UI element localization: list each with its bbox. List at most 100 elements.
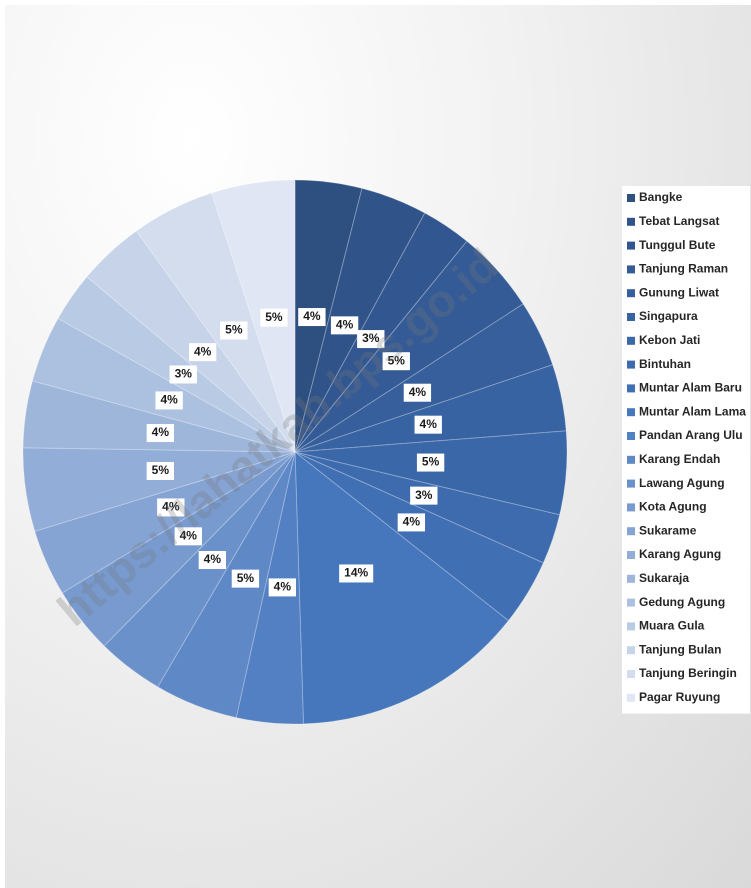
legend-swatch bbox=[627, 408, 635, 417]
data-label: 4% bbox=[194, 344, 212, 358]
data-label-box bbox=[330, 316, 359, 335]
data-label: 5% bbox=[388, 353, 406, 367]
data-label: 4% bbox=[162, 500, 180, 514]
pie-slice bbox=[294, 450, 510, 725]
data-label: 5% bbox=[422, 455, 440, 469]
legend-box bbox=[622, 186, 750, 714]
legend-swatch bbox=[627, 551, 635, 559]
data-label: 4% bbox=[204, 552, 222, 566]
data-label: 4% bbox=[152, 425, 170, 439]
legend-label: Lawang Agung bbox=[639, 476, 725, 490]
data-label: 5% bbox=[237, 571, 255, 585]
legend-label: Kota Agung bbox=[639, 500, 707, 514]
data-label: 4% bbox=[180, 528, 198, 542]
pie-slice bbox=[157, 451, 296, 719]
data-label: 5% bbox=[265, 310, 283, 324]
legend-label: Sukaraja bbox=[639, 571, 689, 585]
data-label: 4% bbox=[403, 515, 421, 529]
data-label: 14% bbox=[344, 566, 368, 580]
data-label: 4% bbox=[274, 580, 292, 594]
legend-swatch bbox=[627, 384, 635, 393]
data-label-box bbox=[416, 453, 445, 472]
legend-label: Gedung Agung bbox=[639, 595, 725, 609]
data-label-box bbox=[169, 365, 197, 384]
pie-slice bbox=[135, 192, 296, 453]
pie-slice bbox=[294, 451, 545, 622]
legend-swatch bbox=[627, 693, 635, 702]
legend-swatch bbox=[627, 432, 635, 440]
pie-slice bbox=[294, 179, 363, 453]
legend-label: Bintuhan bbox=[639, 357, 691, 371]
legend-label: Sukarame bbox=[639, 523, 697, 537]
pie-slice bbox=[103, 451, 296, 688]
pie-slice bbox=[294, 187, 426, 453]
legend-swatch bbox=[627, 670, 635, 678]
legend-label: Bangke bbox=[639, 190, 683, 204]
data-label-box bbox=[231, 569, 260, 588]
data-label: 4% bbox=[336, 318, 354, 332]
legend-swatch bbox=[627, 241, 635, 250]
legend-swatch bbox=[627, 479, 635, 488]
pie-slice bbox=[86, 230, 296, 453]
legend-swatch bbox=[627, 360, 635, 369]
legend-label: Tanjung Raman bbox=[639, 262, 728, 276]
data-label-box bbox=[198, 551, 227, 570]
legend-label: Muntar Alam Lama bbox=[639, 404, 746, 418]
data-label-box bbox=[403, 383, 432, 402]
data-label-box bbox=[155, 391, 183, 410]
legend-swatch bbox=[627, 574, 635, 583]
legend-label: Karang Endah bbox=[639, 452, 720, 466]
legend-swatch bbox=[627, 622, 635, 631]
pie-slice bbox=[22, 380, 296, 453]
data-label-box bbox=[174, 527, 202, 546]
legend-label: Karang Agung bbox=[639, 547, 721, 561]
pie-slice bbox=[294, 364, 567, 453]
data-label-box bbox=[220, 321, 248, 340]
data-label: 5% bbox=[152, 463, 170, 477]
pie-slice bbox=[211, 179, 296, 453]
data-label-box bbox=[414, 415, 442, 434]
data-label-box bbox=[268, 578, 296, 597]
data-label-box bbox=[339, 564, 374, 583]
data-label: 3% bbox=[415, 488, 433, 502]
legend-label: Tanjung Bulan bbox=[639, 642, 721, 656]
data-label: 4% bbox=[160, 393, 178, 407]
data-label-box bbox=[146, 461, 175, 480]
data-label: 4% bbox=[303, 309, 321, 323]
legend-label: Pandan Arang Ulu bbox=[639, 428, 743, 442]
data-label-box bbox=[157, 498, 185, 517]
legend-label: Tunggul Bute bbox=[639, 238, 716, 252]
pie-slice bbox=[31, 317, 296, 453]
legend-swatch bbox=[627, 598, 635, 607]
data-label-box bbox=[146, 424, 175, 443]
data-label-box bbox=[397, 513, 426, 532]
data-label-box bbox=[188, 343, 217, 362]
pie-slice bbox=[294, 303, 554, 453]
legend-swatch bbox=[627, 455, 635, 464]
data-label-box bbox=[260, 308, 288, 327]
pie-slice bbox=[22, 447, 296, 532]
legend-swatch bbox=[627, 313, 635, 321]
data-label: 5% bbox=[225, 323, 243, 337]
legend-label: Singapura bbox=[639, 309, 698, 323]
data-label: 3% bbox=[362, 331, 380, 345]
pie-slice bbox=[34, 451, 296, 594]
legend-label: Gunung Liwat bbox=[639, 285, 719, 299]
data-label-box bbox=[357, 330, 385, 349]
legend-label: Tanjung Beringin bbox=[639, 666, 737, 680]
legend-swatch bbox=[627, 503, 635, 512]
data-label: 4% bbox=[409, 385, 427, 399]
legend-swatch bbox=[627, 289, 635, 298]
data-label: 4% bbox=[420, 417, 438, 431]
data-label: 3% bbox=[175, 367, 193, 381]
legend-swatch bbox=[627, 646, 635, 655]
data-label-box bbox=[298, 308, 326, 327]
legend-label: Muntar Alam Baru bbox=[639, 381, 742, 395]
pie-slice bbox=[57, 276, 296, 453]
legend-swatch bbox=[627, 217, 635, 226]
pie-slice bbox=[294, 451, 561, 564]
data-label-box bbox=[410, 486, 438, 505]
pie-slice bbox=[294, 240, 524, 453]
